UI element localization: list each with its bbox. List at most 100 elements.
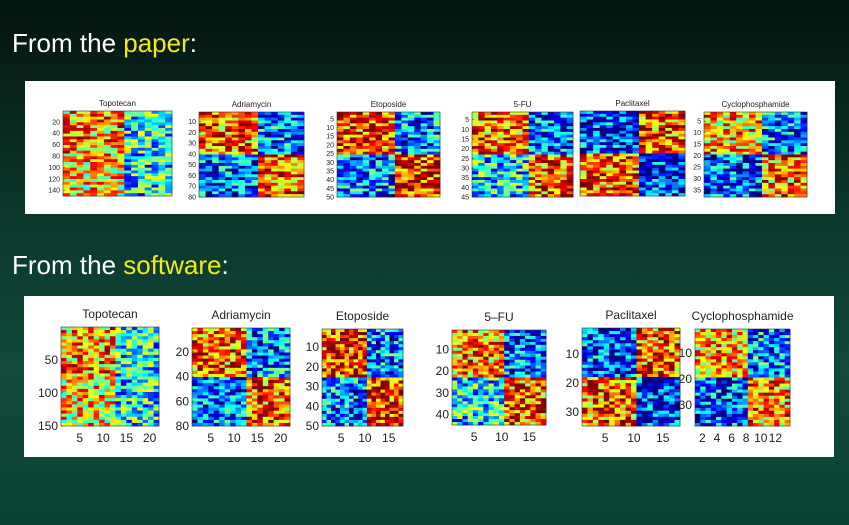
heatmap-cell (90, 173, 98, 177)
heatmap-cell (97, 190, 105, 194)
heatmap-cell (202, 386, 209, 390)
heatmap-cell (516, 191, 523, 195)
heatmap-cell (376, 395, 381, 400)
heatmap-cell (246, 422, 253, 427)
heatmap-cell (93, 333, 100, 337)
heatmap-cell (528, 143, 536, 147)
heatmap-cell (367, 374, 372, 378)
heatmap-cell (369, 131, 377, 136)
heatmap-cell (117, 159, 125, 163)
heatmap-cell (99, 345, 105, 350)
heatmap-cell (716, 126, 724, 130)
heatmap-cell (349, 174, 357, 178)
heatmap-cell (103, 164, 112, 169)
heatmap-cell (76, 147, 84, 152)
heatmap-cell (362, 129, 370, 133)
heatmap-cell (144, 130, 152, 135)
heatmap-cell (61, 410, 67, 415)
heatmap-cell (153, 339, 160, 343)
heatmap-cell (71, 330, 78, 334)
heatmap-cell (322, 362, 327, 366)
heatmap-cell (367, 416, 372, 421)
heatmap-cell (257, 370, 264, 375)
heatmap-cell (337, 165, 344, 170)
heatmap-cell (224, 380, 231, 384)
heatmap-cell (478, 365, 484, 369)
heatmap-cell (388, 188, 396, 192)
heatmap-cell (580, 156, 587, 160)
heatmap-cell (606, 113, 614, 118)
heatmap-cell (230, 401, 236, 405)
heatmap-cell (273, 349, 280, 353)
heatmap-cell (639, 164, 647, 169)
heatmap-cell (126, 342, 133, 346)
heatmap-cell (394, 120, 402, 124)
heatmap-cell (541, 120, 549, 124)
heatmap-cell (212, 137, 220, 141)
heatmap-cell (433, 154, 441, 158)
heatmap-cell (710, 126, 718, 130)
heatmap-cell (414, 160, 422, 164)
heatmap-cell (472, 143, 479, 147)
heatmap-cell (742, 168, 750, 172)
heatmap-cell (800, 151, 808, 155)
heatmap-cell (76, 181, 84, 186)
heatmap-cell (231, 191, 239, 195)
heatmap-cell (120, 404, 127, 408)
heatmap-cell (131, 327, 138, 331)
heatmap-cell (277, 140, 285, 144)
heatmap-cell (736, 148, 744, 153)
heatmap-cell (385, 422, 390, 427)
heatmap-cell (407, 140, 415, 144)
heatmap-cell (742, 154, 750, 158)
heatmap-cell (749, 157, 756, 161)
heatmap-cell (742, 191, 750, 195)
heatmap-cell (528, 171, 536, 175)
heatmap-cell (665, 159, 673, 163)
heatmap-cell (88, 330, 95, 334)
heatmap-cell (144, 125, 152, 129)
heatmap-cell (153, 370, 160, 374)
heatmap-cell (251, 168, 259, 172)
heatmap-cell (271, 188, 279, 192)
heatmap-cell (90, 116, 98, 120)
heatmap-cell (369, 180, 377, 184)
heatmap-cell (273, 395, 280, 399)
heatmap-cell (197, 389, 204, 393)
heatmap-cell (671, 173, 679, 177)
heatmap-cell (251, 126, 259, 130)
heatmap-cell (452, 359, 458, 364)
heatmap-cell (761, 168, 769, 172)
heatmap-cell (606, 153, 614, 157)
heatmap-cell (580, 122, 587, 126)
heatmap-cell (192, 358, 198, 363)
heatmap-cell (224, 419, 231, 424)
heatmap-cell (554, 143, 561, 147)
heatmap-cell (257, 404, 264, 409)
heatmap-cell (369, 146, 377, 150)
heatmap-cell (678, 153, 686, 157)
heatmap-cell (367, 347, 372, 351)
heatmap-cell (90, 139, 98, 143)
heatmap-cell (279, 416, 285, 421)
heatmap-cell (514, 330, 521, 334)
heatmap-cell (235, 370, 242, 375)
heatmap-cell (257, 364, 264, 369)
heatmap-cell (120, 385, 127, 390)
heatmap-cell (273, 328, 280, 332)
heatmap-cell (212, 114, 220, 119)
heatmap-cell (120, 416, 127, 421)
heatmap-cell (490, 171, 498, 175)
heatmap-title: Paclitaxel (615, 99, 649, 108)
heatmap-cell (322, 356, 327, 360)
heatmap-cell (197, 373, 204, 378)
heatmap-cell (349, 386, 354, 391)
heatmap-cell (284, 182, 292, 187)
heatmap-cell (499, 332, 505, 337)
heatmap-cell (389, 368, 395, 372)
heatmap-cell (202, 334, 209, 338)
heading-paper-highlight: paper (123, 28, 190, 58)
heatmap-cell (199, 140, 206, 144)
heatmap-cell (99, 395, 105, 399)
heatmap-cell (755, 123, 763, 127)
